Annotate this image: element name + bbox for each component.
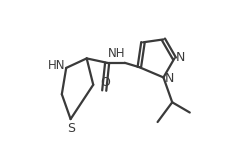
Text: O: O — [100, 76, 110, 89]
Text: S: S — [67, 122, 75, 135]
Text: N: N — [164, 72, 174, 85]
Text: HN: HN — [48, 59, 65, 72]
Text: N: N — [175, 51, 185, 64]
Text: NH: NH — [108, 47, 125, 60]
